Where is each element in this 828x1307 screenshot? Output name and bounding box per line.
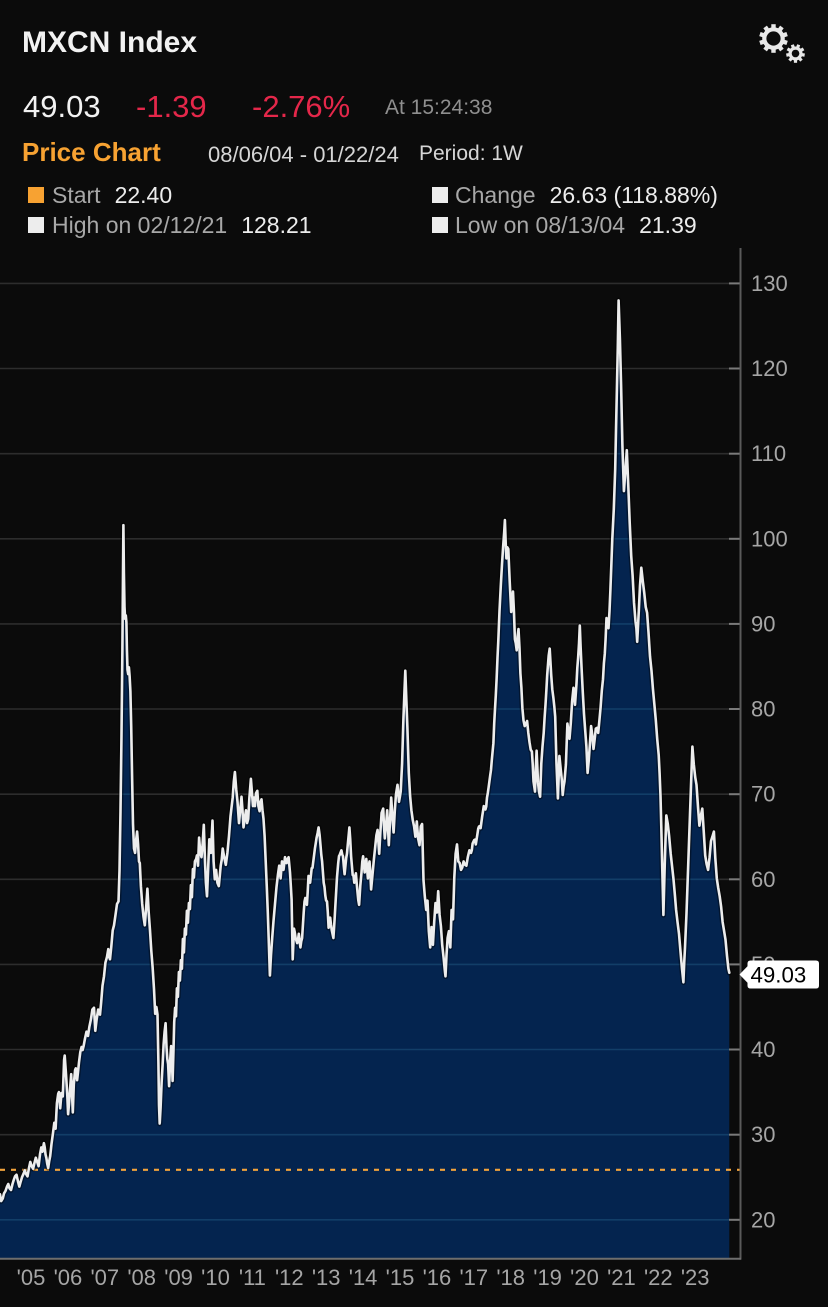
svg-text:'15: '15 bbox=[386, 1265, 415, 1290]
svg-text:20: 20 bbox=[751, 1207, 775, 1232]
svg-text:'10: '10 bbox=[201, 1265, 230, 1290]
svg-text:80: 80 bbox=[751, 697, 775, 722]
svg-text:30: 30 bbox=[751, 1122, 775, 1147]
svg-text:'11: '11 bbox=[239, 1265, 266, 1290]
svg-text:'21: '21 bbox=[607, 1265, 636, 1290]
svg-text:49.03: 49.03 bbox=[751, 962, 807, 987]
svg-text:'09: '09 bbox=[164, 1265, 193, 1290]
svg-text:'19: '19 bbox=[533, 1265, 562, 1290]
svg-text:'18: '18 bbox=[496, 1265, 525, 1290]
svg-text:'05: '05 bbox=[17, 1265, 46, 1290]
svg-text:'07: '07 bbox=[90, 1265, 119, 1290]
svg-text:'12: '12 bbox=[275, 1265, 304, 1290]
svg-text:'20: '20 bbox=[570, 1265, 599, 1290]
svg-text:'13: '13 bbox=[312, 1265, 341, 1290]
svg-text:'22: '22 bbox=[644, 1265, 673, 1290]
svg-text:'08: '08 bbox=[127, 1265, 156, 1290]
svg-text:60: 60 bbox=[751, 867, 775, 892]
svg-text:'14: '14 bbox=[349, 1265, 378, 1290]
svg-text:'16: '16 bbox=[423, 1265, 452, 1290]
svg-text:'17: '17 bbox=[459, 1265, 488, 1290]
svg-text:110: 110 bbox=[751, 441, 786, 466]
svg-text:100: 100 bbox=[751, 526, 788, 551]
svg-text:40: 40 bbox=[751, 1037, 775, 1062]
svg-text:'23: '23 bbox=[681, 1265, 710, 1290]
svg-text:130: 130 bbox=[751, 271, 788, 296]
svg-text:90: 90 bbox=[751, 611, 775, 636]
svg-text:'06: '06 bbox=[54, 1265, 83, 1290]
svg-text:70: 70 bbox=[751, 782, 775, 807]
svg-text:120: 120 bbox=[751, 356, 788, 381]
